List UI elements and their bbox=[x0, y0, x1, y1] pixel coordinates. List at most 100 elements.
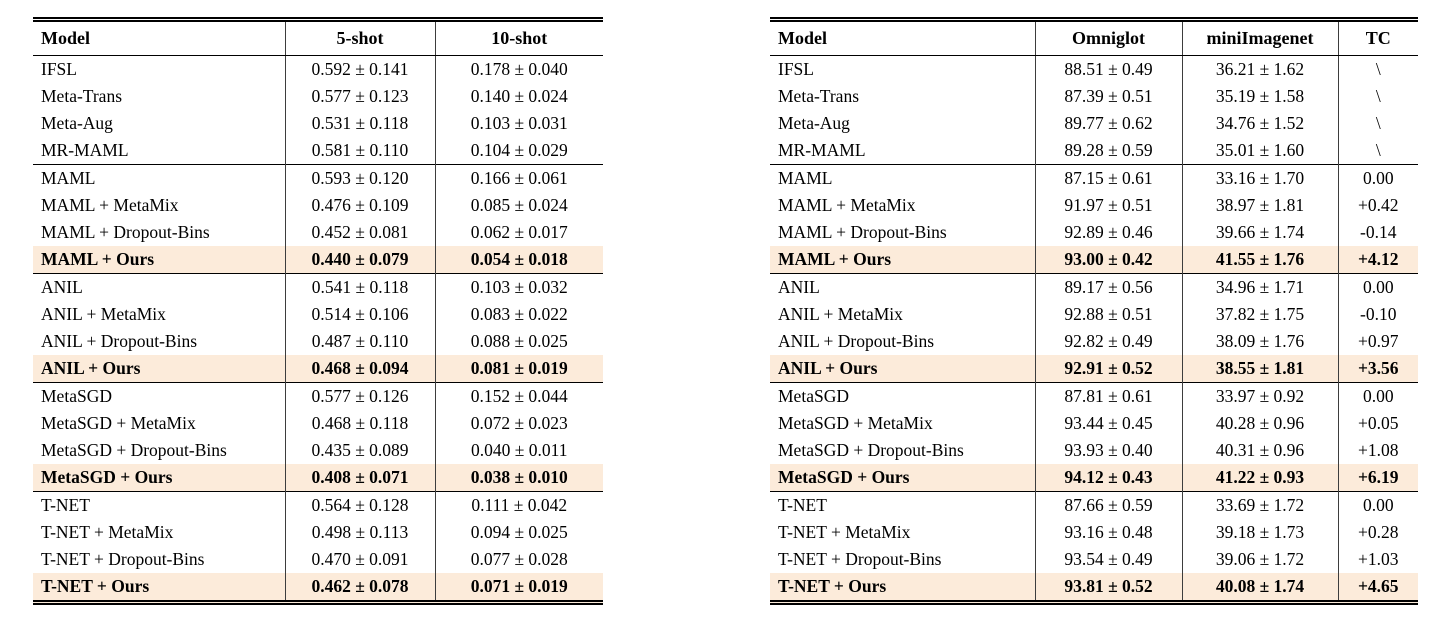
value-cell: \ bbox=[1337, 55, 1418, 83]
value-cell: 94.12 ± 0.43 bbox=[1034, 464, 1182, 492]
value-cell: \ bbox=[1337, 110, 1418, 137]
value-cell: 35.19 ± 1.58 bbox=[1181, 83, 1338, 110]
value-cell: 0.166 ± 0.061 bbox=[434, 164, 603, 192]
value-cell: 0.062 ± 0.017 bbox=[434, 219, 603, 246]
value-cell: 33.97 ± 0.92 bbox=[1181, 382, 1338, 410]
value-cell: 38.97 ± 1.81 bbox=[1181, 192, 1338, 219]
value-cell: 0.452 ± 0.081 bbox=[284, 219, 435, 246]
value-cell: 34.76 ± 1.52 bbox=[1181, 110, 1338, 137]
table-row: IFSL 0.592 ± 0.141 0.178 ± 0.040 bbox=[33, 55, 603, 83]
value-cell: 0.00 bbox=[1337, 491, 1418, 519]
model-name-cell: MR-MAML bbox=[778, 139, 866, 160]
model-name-cell: T-NET bbox=[33, 491, 285, 519]
table-row: IFSL 88.51 ± 0.49 36.21 ± 1.62 \ bbox=[770, 55, 1418, 83]
value-cell: 0.531 ± 0.118 bbox=[284, 110, 435, 137]
value-cell: 0.514 ± 0.106 bbox=[284, 301, 435, 328]
column-header-model: Model bbox=[33, 19, 285, 56]
table-row: ANIL 89.17 ± 0.56 34.96 ± 1.71 0.00 bbox=[770, 273, 1418, 301]
column-header-5shot: 5-shot bbox=[284, 19, 435, 56]
value-cell: 0.077 ± 0.028 bbox=[434, 546, 603, 573]
model-name-cell: MetaSGD + MetaMix bbox=[778, 412, 933, 433]
table-row: MAML + Ours 93.00 ± 0.42 41.55 ± 1.76 +4.12 bbox=[770, 246, 1418, 274]
table-row: MetaSGD + Ours 0.408 ± 0.071 0.038 ± 0.010 bbox=[33, 464, 603, 492]
value-cell: 87.66 ± 0.59 bbox=[1034, 491, 1182, 519]
model-name-cell: T-NET bbox=[770, 491, 1035, 519]
value-cell: 0.468 ± 0.118 bbox=[284, 410, 435, 437]
table-row: T-NET + Ours 0.462 ± 0.078 0.071 ± 0.019 bbox=[33, 573, 603, 603]
model-name-cell: MetaSGD bbox=[770, 382, 1035, 410]
value-cell: \ bbox=[1337, 83, 1418, 110]
value-cell: 0.00 bbox=[1337, 164, 1418, 192]
model-name-cell: ANIL + MetaMix bbox=[41, 303, 166, 324]
table-row: MAML + Ours 0.440 ± 0.079 0.054 ± 0.018 bbox=[33, 246, 603, 274]
table-row: ANIL 0.541 ± 0.118 0.103 ± 0.032 bbox=[33, 273, 603, 301]
value-cell: 93.44 ± 0.45 bbox=[1034, 410, 1182, 437]
value-cell: 0.104 ± 0.029 bbox=[434, 137, 603, 165]
model-name-cell: T-NET + Dropout-Bins bbox=[778, 548, 942, 569]
table-row: MAML + MetaMix 91.97 ± 0.51 38.97 ± 1.81 +0… bbox=[770, 192, 1418, 219]
value-cell: 40.28 ± 0.96 bbox=[1181, 410, 1338, 437]
column-header-omniglot: Omniglot bbox=[1034, 19, 1182, 56]
value-cell: 0.081 ± 0.019 bbox=[434, 355, 603, 383]
value-cell: 88.51 ± 0.49 bbox=[1034, 55, 1182, 83]
header-row: Model 5-shot 10-shot bbox=[33, 19, 603, 56]
value-cell: 93.00 ± 0.42 bbox=[1034, 246, 1182, 274]
model-name-cell: MetaSGD + Dropout-Bins bbox=[41, 439, 227, 460]
table-row: MetaSGD + MetaMix 93.44 ± 0.45 40.28 ± 0.9… bbox=[770, 410, 1418, 437]
value-cell: 0.178 ± 0.040 bbox=[434, 55, 603, 83]
table-row: MetaSGD 0.577 ± 0.126 0.152 ± 0.044 bbox=[33, 382, 603, 410]
model-name-cell: MAML bbox=[770, 164, 1035, 192]
table-row: Meta-Aug 89.77 ± 0.62 34.76 ± 1.52 \ bbox=[770, 110, 1418, 137]
value-cell: 89.28 ± 0.59 bbox=[1034, 137, 1182, 165]
model-name-cell: Meta-Trans bbox=[778, 85, 860, 106]
model-name-cell: MetaSGD + Dropout-Bins bbox=[778, 439, 964, 460]
model-name-cell: MAML + Dropout-Bins bbox=[41, 221, 210, 242]
model-name-cell: MAML + Dropout-Bins bbox=[778, 221, 947, 242]
column-header-miniimagenet: miniImagenet bbox=[1181, 19, 1338, 56]
value-cell: 0.083 ± 0.022 bbox=[434, 301, 603, 328]
table-row: MAML + MetaMix 0.476 ± 0.109 0.085 ± 0.024 bbox=[33, 192, 603, 219]
table-row: ANIL + Dropout-Bins 92.82 ± 0.49 38.09 ± 1… bbox=[770, 328, 1418, 355]
value-cell: 38.55 ± 1.81 bbox=[1181, 355, 1338, 383]
value-cell: 0.094 ± 0.025 bbox=[434, 519, 603, 546]
value-cell: 0.462 ± 0.078 bbox=[284, 573, 435, 603]
model-name-cell: MAML + MetaMix bbox=[41, 194, 179, 215]
model-name-cell: ANIL + Ours bbox=[778, 357, 878, 378]
value-cell: +6.19 bbox=[1337, 464, 1418, 492]
model-name-cell: T-NET + Ours bbox=[778, 575, 887, 596]
value-cell: 0.111 ± 0.042 bbox=[434, 491, 603, 519]
value-cell: 0.476 ± 0.109 bbox=[284, 192, 435, 219]
table-row: T-NET 87.66 ± 0.59 33.69 ± 1.72 0.00 bbox=[770, 491, 1418, 519]
value-cell: +3.56 bbox=[1337, 355, 1418, 383]
value-cell: 33.16 ± 1.70 bbox=[1181, 164, 1338, 192]
model-name-cell: MetaSGD + Ours bbox=[41, 466, 173, 487]
table-row: MetaSGD 87.81 ± 0.61 33.97 ± 0.92 0.00 bbox=[770, 382, 1418, 410]
table-row: Meta-Aug 0.531 ± 0.118 0.103 ± 0.031 bbox=[33, 110, 603, 137]
model-name-cell: MAML + MetaMix bbox=[778, 194, 916, 215]
value-cell: 87.81 ± 0.61 bbox=[1034, 382, 1182, 410]
value-cell: 0.040 ± 0.011 bbox=[434, 437, 603, 464]
value-cell: -0.14 bbox=[1337, 219, 1418, 246]
value-cell: 92.91 ± 0.52 bbox=[1034, 355, 1182, 383]
model-name-cell: IFSL bbox=[770, 55, 1035, 83]
value-cell: +4.65 bbox=[1337, 573, 1418, 603]
value-cell: 89.77 ± 0.62 bbox=[1034, 110, 1182, 137]
model-name-cell: MAML bbox=[33, 164, 285, 192]
value-cell: 39.66 ± 1.74 bbox=[1181, 219, 1338, 246]
value-cell: 92.82 ± 0.49 bbox=[1034, 328, 1182, 355]
value-cell: 0.054 ± 0.018 bbox=[434, 246, 603, 274]
table-row: ANIL + Dropout-Bins 0.487 ± 0.110 0.088 ± … bbox=[33, 328, 603, 355]
table-row: MAML + Dropout-Bins 0.452 ± 0.081 0.062 ± … bbox=[33, 219, 603, 246]
value-cell: 0.00 bbox=[1337, 273, 1418, 301]
table-row: ANIL + Ours 92.91 ± 0.52 38.55 ± 1.81 +3.56 bbox=[770, 355, 1418, 383]
value-cell: 0.470 ± 0.091 bbox=[284, 546, 435, 573]
value-cell: +0.97 bbox=[1337, 328, 1418, 355]
value-cell: +0.42 bbox=[1337, 192, 1418, 219]
value-cell: 92.88 ± 0.51 bbox=[1034, 301, 1182, 328]
model-name-cell: T-NET + MetaMix bbox=[778, 521, 911, 542]
column-header-model: Model bbox=[770, 19, 1035, 56]
value-cell: +4.12 bbox=[1337, 246, 1418, 274]
table-row: MAML 87.15 ± 0.61 33.16 ± 1.70 0.00 bbox=[770, 164, 1418, 192]
value-cell: 0.103 ± 0.032 bbox=[434, 273, 603, 301]
table-row: T-NET + MetaMix 0.498 ± 0.113 0.094 ± 0.02… bbox=[33, 519, 603, 546]
